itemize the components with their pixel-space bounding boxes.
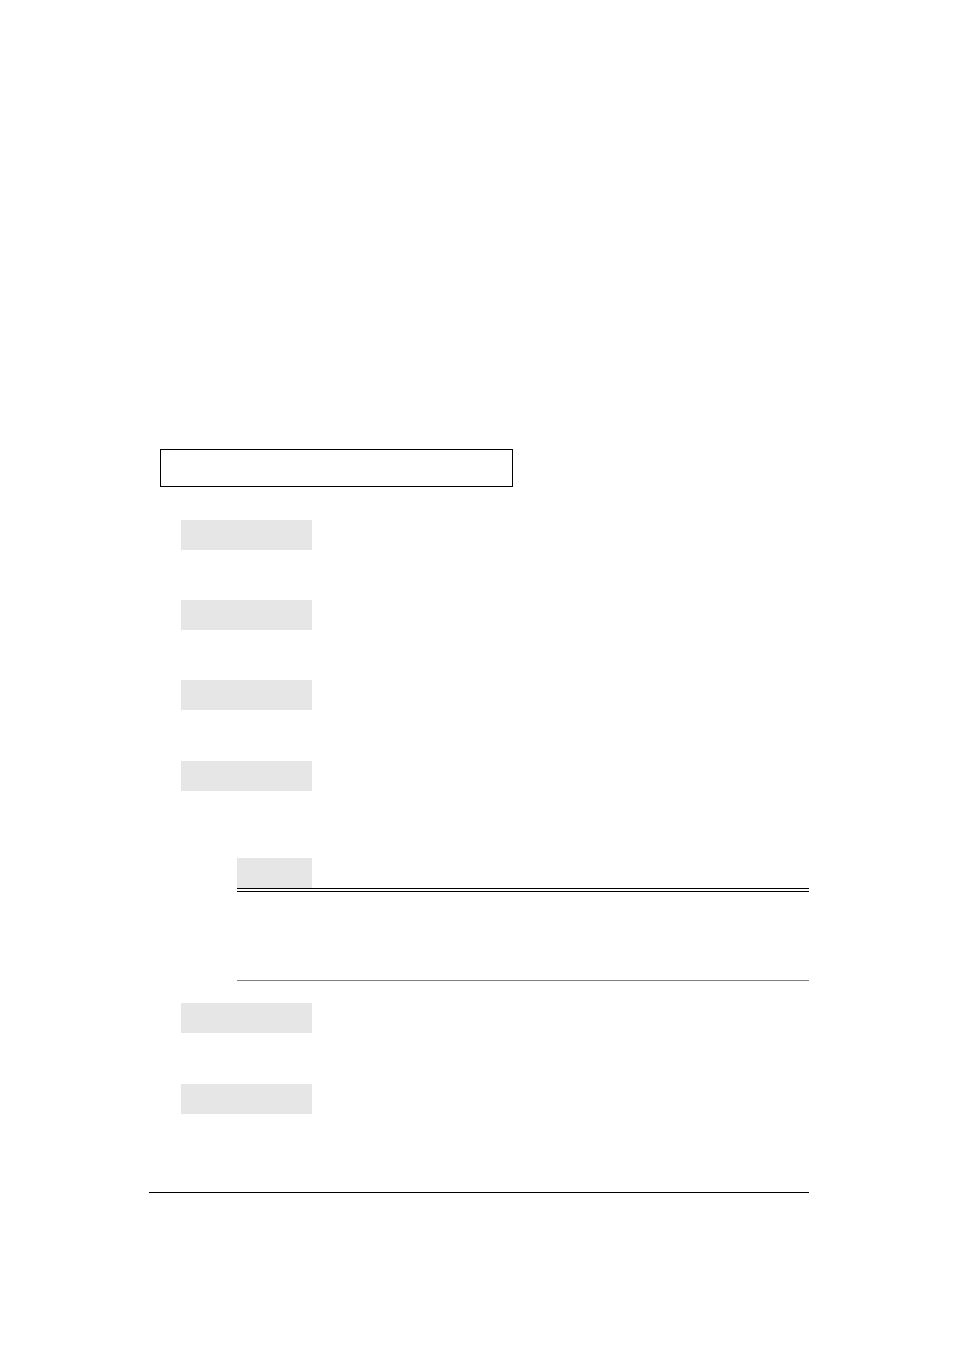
gray-block-4 — [237, 858, 312, 888]
gray-block-5 — [181, 1003, 312, 1033]
gray-block-3 — [181, 761, 312, 791]
outlined-box — [160, 449, 513, 487]
gray-block-0 — [181, 520, 312, 550]
double-rule-top — [237, 888, 809, 889]
gray-block-6 — [181, 1084, 312, 1114]
double-rule-bottom — [237, 891, 809, 892]
footer-rule — [149, 1192, 809, 1193]
gray-block-2 — [181, 680, 312, 710]
single-gray-rule — [237, 980, 809, 981]
gray-block-1 — [181, 600, 312, 630]
